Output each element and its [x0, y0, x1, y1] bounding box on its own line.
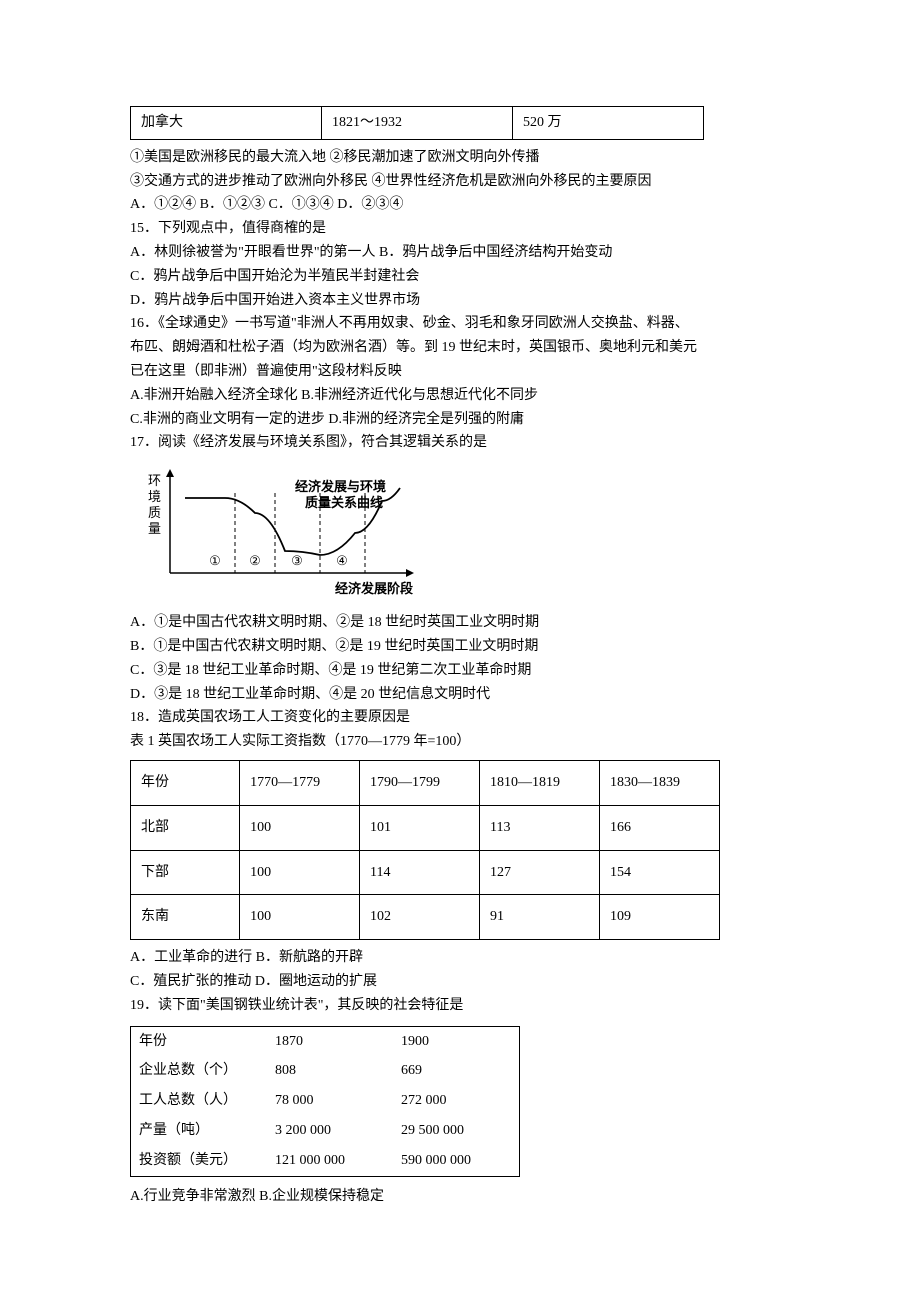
q15-opt-a: A．林则徐被誉为"开眼看世界"的第一人 B．鸦片战争后中国经济结构开始变动 [130, 241, 790, 265]
table-row: 加拿大 1821～1932 520 万 [131, 107, 704, 140]
table-cell: 166 [599, 805, 719, 850]
svg-text:境: 境 [148, 489, 161, 504]
q14-options: A．①②④ B．①②③ C．①③④ D．②③④ [130, 193, 790, 217]
q17-opt-a: A．①是中国古代农耕文明时期、②是 18 世纪时英国工业文明时期 [130, 611, 790, 635]
table-header-cell: 年份 [131, 760, 240, 805]
q19-opts: A.行业竞争非常激烈 B.企业规模保持稳定 [130, 1185, 790, 1209]
table-cell: 78 000 [267, 1086, 393, 1116]
svg-text:④: ④ [336, 553, 348, 568]
q18-opts-1: A．工业革命的进行 B．新航路的开辟 [130, 946, 790, 970]
table-cell: 29 500 000 [393, 1116, 520, 1146]
table-header-cell: 1790—1799 [360, 760, 480, 805]
table-row: 北部100101113166 [131, 805, 720, 850]
table-row: 企业总数（个）808669 [131, 1056, 520, 1086]
table-cell: 109 [599, 895, 719, 940]
table-cell: 113 [480, 805, 600, 850]
q17-chart: 环境质量 ① ② ③ ④ 经济发展与环境质量关系曲线经济发展阶段 [130, 463, 790, 603]
q15-opt-c: C．鸦片战争后中国开始沦为半殖民半封建社会 [130, 265, 790, 289]
svg-text:经济发展阶段: 经济发展阶段 [335, 581, 413, 596]
table-cell: 91 [480, 895, 600, 940]
table-cell: 产量（吨） [131, 1116, 268, 1146]
cell-country: 加拿大 [131, 107, 322, 140]
table-cell: 企业总数（个） [131, 1056, 268, 1086]
q19-stem: 19．读下面"美国钢铁业统计表"，其反映的社会特征是 [130, 994, 790, 1018]
table-cell: 272 000 [393, 1086, 520, 1116]
q18-opts-2: C．殖民扩张的推动 D．圈地运动的扩展 [130, 970, 790, 994]
q15-stem: 15．下列观点中，值得商榷的是 [130, 217, 790, 241]
table-cell: 127 [480, 850, 600, 895]
table-row: 工人总数（人）78 000272 000 [131, 1086, 520, 1116]
svg-text:②: ② [249, 553, 261, 568]
q18-table: 年份1770—17791790—17991810—18191830—1839北部… [130, 760, 720, 940]
table-cell: 114 [360, 850, 480, 895]
q17-opt-c: C．③是 18 世纪工业革命时期、④是 19 世纪第二次工业革命时期 [130, 659, 790, 683]
q19-table: 年份18701900企业总数（个）808669工人总数（人）78 000272 … [130, 1026, 520, 1177]
table-header-cell: 1770—1779 [240, 760, 360, 805]
table-cell: 北部 [131, 805, 240, 850]
table-cell: 工人总数（人） [131, 1086, 268, 1116]
cell-years: 1821～1932 [322, 107, 513, 140]
table-row: 东南10010291109 [131, 895, 720, 940]
table-header-cell: 1810—1819 [480, 760, 600, 805]
table-row: 下部100114127154 [131, 850, 720, 895]
cell-count: 520 万 [513, 107, 704, 140]
table-cell: 121 000 000 [267, 1146, 393, 1176]
q15-opt-d: D．鸦片战争后中国开始进入资本主义世界市场 [130, 289, 790, 313]
table-cell: 3 200 000 [267, 1116, 393, 1146]
svg-text:经济发展与环境: 经济发展与环境 [295, 479, 386, 494]
table-cell: 1900 [393, 1026, 520, 1056]
svg-text:环: 环 [148, 473, 161, 488]
q14-statement-1: ①美国是欧洲移民的最大流入地 ②移民潮加速了欧洲文明向外传播 [130, 146, 790, 170]
q16-opt-c: C.非洲的商业文明有一定的进步 D.非洲的经济完全是列强的附庸 [130, 408, 790, 432]
table-cell: 101 [360, 805, 480, 850]
q17-stem: 17．阅读《经济发展与环境关系图》，符合其逻辑关系的是 [130, 431, 790, 455]
table-row: 产量（吨）3 200 00029 500 000 [131, 1116, 520, 1146]
table-row: 年份18701900 [131, 1026, 520, 1056]
q17-opt-d: D．③是 18 世纪工业革命时期、④是 20 世纪信息文明时代 [130, 683, 790, 707]
q16-stem-1: 16．《全球通史》一书写道"非洲人不再用奴隶、砂金、羽毛和象牙同欧洲人交换盐、料… [130, 312, 790, 336]
svg-text:③: ③ [291, 553, 303, 568]
q17-opt-b: B．①是中国古代农耕文明时期、②是 19 世纪时英国工业文明时期 [130, 635, 790, 659]
table-row: 投资额（美元）121 000 000590 000 000 [131, 1146, 520, 1176]
table-cell: 100 [240, 850, 360, 895]
svg-text:质量关系曲线: 质量关系曲线 [305, 495, 383, 510]
svg-text:量: 量 [148, 521, 161, 536]
table-cell: 100 [240, 805, 360, 850]
table-header-cell: 1830—1839 [599, 760, 719, 805]
top-table: 加拿大 1821～1932 520 万 [130, 106, 704, 140]
table-cell: 100 [240, 895, 360, 940]
table-cell: 808 [267, 1056, 393, 1086]
table-cell: 年份 [131, 1026, 268, 1056]
table-cell: 下部 [131, 850, 240, 895]
table-cell: 590 000 000 [393, 1146, 520, 1176]
table-cell: 102 [360, 895, 480, 940]
q16-opt-a: A.非洲开始融入经济全球化 B.非洲经济近代化与思想近代化不同步 [130, 384, 790, 408]
table-cell: 669 [393, 1056, 520, 1086]
svg-text:①: ① [209, 553, 221, 568]
table-cell: 东南 [131, 895, 240, 940]
q18-stem: 18．造成英国农场工人工资变化的主要原因是 [130, 706, 790, 730]
q16-stem-3: 已在这里（即非洲）普遍使用"这段材料反映 [130, 360, 790, 384]
table-cell: 154 [599, 850, 719, 895]
table-cell: 投资额（美元） [131, 1146, 268, 1176]
table-cell: 1870 [267, 1026, 393, 1056]
q14-statement-2: ③交通方式的进步推动了欧洲向外移民 ④世界性经济危机是欧洲向外移民的主要原因 [130, 170, 790, 194]
q18-caption: 表 1 英国农场工人实际工资指数（1770—1779 年=100） [130, 730, 790, 754]
q16-stem-2: 布匹、朗姆酒和杜松子酒（均为欧洲名酒）等。到 19 世纪末时，英国银币、奥地利元… [130, 336, 790, 360]
svg-text:质: 质 [148, 505, 161, 520]
table-row: 年份1770—17791790—17991810—18191830—1839 [131, 760, 720, 805]
